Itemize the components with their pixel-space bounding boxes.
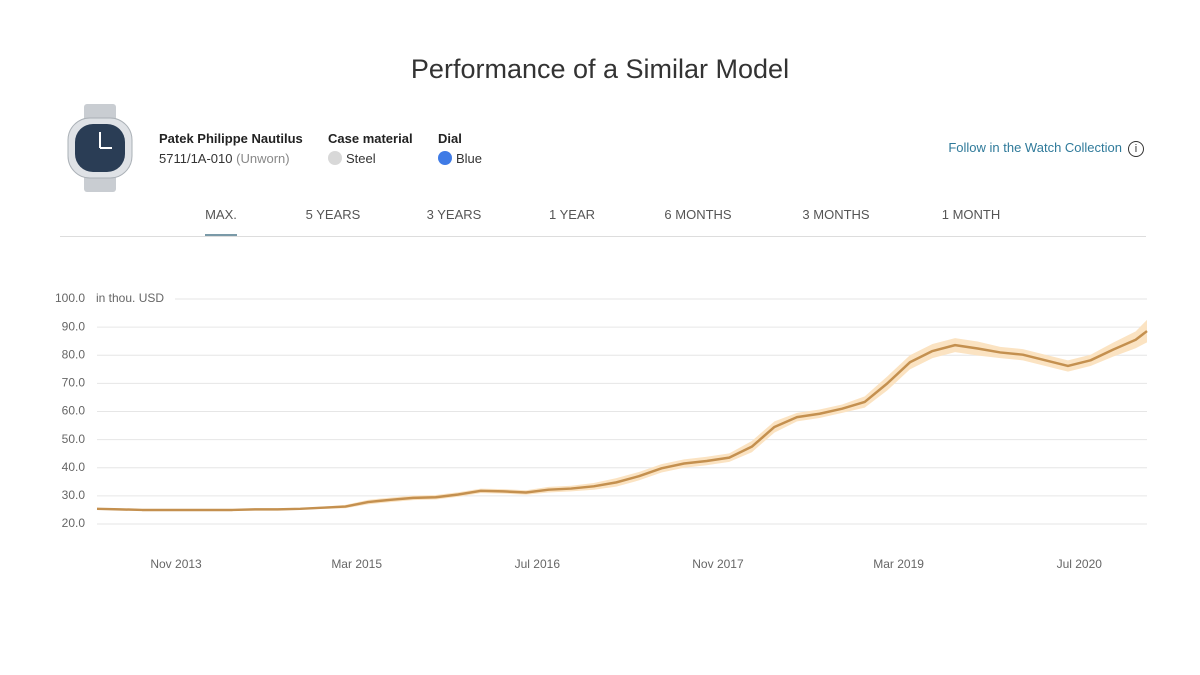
watch-image	[67, 104, 133, 192]
tab[interactable]: 5 YEARS	[305, 207, 361, 222]
reference: 5711/1A-010	[159, 151, 233, 166]
model-name: Patek Philippe Nautilus	[159, 131, 303, 146]
spec-value-text: Steel	[346, 151, 376, 166]
x-tick-label: Mar 2019	[873, 557, 924, 571]
uncertainty-band	[97, 319, 1147, 511]
y-tick-label: 30.0	[62, 488, 86, 502]
follow-text[interactable]: Follow in the Watch Collection	[948, 140, 1122, 155]
spec-value: Blue	[438, 151, 482, 166]
color-dot	[438, 151, 452, 165]
model-reference: 5711/1A-010 (Unworn)	[159, 151, 290, 166]
y-tick-label: 50.0	[62, 432, 86, 446]
y-tick-label: 20.0	[62, 516, 86, 530]
y-tick-label: 60.0	[62, 404, 86, 418]
tabs-divider	[60, 236, 1146, 237]
unit-label: in thou. USD	[96, 291, 164, 305]
tab[interactable]: 3 MONTHS	[802, 207, 870, 222]
condition: (Unworn)	[236, 151, 290, 166]
y-tick-label: 70.0	[62, 376, 86, 390]
color-dot	[328, 151, 342, 165]
x-tick-label: Jul 2016	[515, 557, 561, 571]
tab[interactable]: 1 YEAR	[548, 207, 596, 222]
y-tick-label: 80.0	[62, 347, 86, 361]
tab[interactable]: 3 YEARS	[426, 207, 482, 222]
spec-label: Case material	[328, 131, 413, 146]
tab[interactable]: 6 MONTHS	[664, 207, 732, 222]
spec-label: Dial	[438, 131, 462, 146]
spec-value: Steel	[328, 151, 376, 166]
x-tick-label: Nov 2013	[150, 557, 202, 571]
y-tick-label: 100.0	[55, 291, 85, 305]
active-tab-underline	[205, 234, 237, 236]
x-tick-label: Mar 2015	[331, 557, 382, 571]
x-tick-label: Jul 2020	[1057, 557, 1103, 571]
y-tick-label: 40.0	[62, 460, 86, 474]
tab[interactable]: MAX.	[205, 207, 237, 222]
follow-link[interactable]: Follow in the Watch Collection i	[948, 140, 1144, 157]
spec-value-text: Blue	[456, 151, 483, 166]
x-tick-label: Nov 2017	[692, 557, 744, 571]
price-line	[96, 330, 1148, 512]
info-icon[interactable]: i	[1128, 141, 1144, 157]
y-tick-label: 90.0	[62, 319, 86, 333]
tab[interactable]: 1 MONTH	[941, 207, 1001, 222]
page-title: Performance of a Similar Model	[410, 54, 790, 84]
